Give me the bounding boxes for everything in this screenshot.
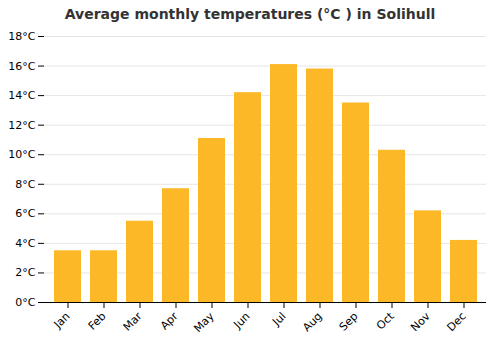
svg-text:May: May — [191, 309, 217, 335]
svg-text:6°C: 6°C — [15, 207, 35, 220]
svg-text:Dec: Dec — [444, 310, 468, 334]
svg-text:2°C: 2°C — [15, 266, 35, 279]
svg-text:10°C: 10°C — [8, 148, 35, 161]
svg-text:Sep: Sep — [337, 310, 361, 334]
svg-text:Apr: Apr — [158, 309, 181, 332]
svg-text:Jun: Jun — [231, 310, 253, 332]
html-text:Average monthly temperatures (: Average monthly temperatures (°C ) in So… — [64, 6, 436, 22]
svg-text:Feb: Feb — [86, 310, 109, 333]
svg-text:Nov: Nov — [408, 309, 433, 334]
svg-text:Oct: Oct — [374, 309, 397, 332]
svg-text:12°C: 12°C — [8, 119, 35, 132]
svg-text:8°C: 8°C — [15, 178, 35, 191]
svg-text:Mar: Mar — [121, 309, 145, 333]
svg-text:Jan: Jan — [51, 310, 73, 332]
svg-text:18°C: 18°C — [8, 30, 35, 43]
svg-text:0°C: 0°C — [15, 296, 35, 309]
svg-text:Jul: Jul — [269, 310, 288, 329]
svg-text:14°C: 14°C — [8, 89, 35, 102]
svg-text:16°C: 16°C — [8, 60, 35, 73]
svg-text:Aug: Aug — [300, 310, 324, 334]
svg-text:4°C: 4°C — [15, 237, 35, 250]
